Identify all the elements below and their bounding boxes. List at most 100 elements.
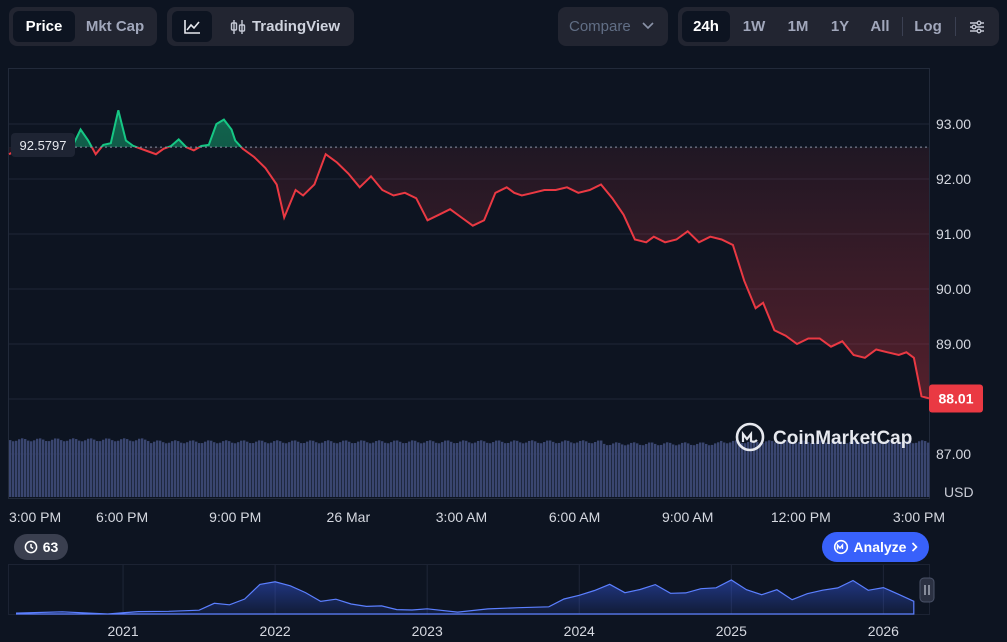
volume-bar	[480, 440, 483, 497]
volume-bar	[321, 442, 324, 497]
price-mktcap-toggle: Price Mkt Cap	[9, 7, 157, 46]
volume-bar	[18, 439, 21, 497]
history-badge[interactable]: 63	[14, 534, 68, 560]
volume-bar	[723, 442, 726, 497]
settings-button[interactable]	[961, 11, 993, 42]
volume-bar	[783, 440, 786, 497]
volume-bar	[399, 441, 402, 497]
volume-bar	[762, 442, 765, 497]
volume-bar	[726, 443, 729, 497]
volume-bar	[450, 441, 453, 497]
volume-bar	[606, 445, 609, 497]
volume-bar	[300, 443, 303, 497]
coinmarketcap-watermark: CoinMarketCap	[735, 422, 912, 452]
volume-bar	[603, 443, 606, 497]
volume-bar	[843, 442, 846, 497]
volume-bar	[471, 443, 474, 497]
volume-bar	[183, 443, 186, 497]
x-tick-label: 3:00 PM	[893, 509, 945, 525]
line-chart-icon	[183, 19, 201, 35]
volume-bar	[66, 440, 69, 497]
volume-bar	[141, 438, 144, 497]
volume-bar	[852, 440, 855, 497]
volume-bar	[339, 442, 342, 497]
volume-bar	[861, 443, 864, 497]
range-1y[interactable]: 1Y	[830, 18, 850, 35]
volume-bar	[552, 441, 555, 497]
volume-bar	[33, 440, 36, 497]
volume-bar	[687, 443, 690, 497]
volume-bar	[195, 441, 198, 497]
volume-bar	[225, 440, 228, 497]
volume-bar	[36, 438, 39, 497]
volume-bar	[504, 443, 507, 497]
volume-bar	[927, 442, 930, 497]
volume-bar	[405, 443, 408, 497]
range-divider	[902, 17, 903, 36]
volume-bar	[315, 442, 318, 497]
x-axis: 3:00 PM 6:00 PM 9:00 PM 26 Mar 3:00 AM 6:00 A…	[9, 509, 945, 525]
coinmarketcap-logo-icon	[735, 422, 765, 452]
volume-bar	[618, 442, 621, 497]
history-navigator[interactable]: 2021 2022 2023 2024 2025 2026	[8, 564, 935, 640]
range-all[interactable]: All	[870, 18, 890, 35]
volume-bar	[87, 438, 90, 497]
compare-label: Compare	[569, 18, 631, 35]
volume-bar	[264, 442, 267, 497]
volume-bar	[426, 441, 429, 497]
x-tick-label: 12:00 PM	[771, 509, 831, 525]
volume-bar	[636, 443, 639, 497]
volume-bar	[804, 440, 807, 497]
volume-bar	[378, 440, 381, 497]
volume-bar	[594, 441, 597, 497]
tab-price[interactable]: Price	[13, 11, 75, 42]
volume-bar	[570, 442, 573, 497]
range-1m[interactable]: 1M	[787, 18, 809, 35]
volume-bar	[597, 440, 600, 497]
volume-bar	[381, 441, 384, 497]
volume-bar	[84, 440, 87, 497]
volume-bar	[234, 443, 237, 497]
volume-bar	[882, 442, 885, 497]
volume-bar	[213, 442, 216, 497]
volume-bar	[69, 439, 72, 497]
volume-bar	[267, 443, 270, 497]
x-tick-label: 3:00 PM	[9, 509, 61, 525]
volume-bar	[813, 442, 816, 497]
volume-bar	[345, 440, 348, 497]
volume-bar	[573, 443, 576, 497]
volume-bar	[171, 441, 174, 497]
volume-bar	[732, 440, 735, 497]
volume-bar	[42, 439, 45, 497]
volume-bar	[306, 441, 309, 497]
tab-mkt-cap[interactable]: Mkt Cap	[85, 18, 145, 35]
volume-bar	[681, 442, 684, 497]
range-24h[interactable]: 24h	[682, 11, 730, 42]
volume-bar	[180, 442, 183, 497]
volume-bar	[429, 440, 432, 497]
range-1w[interactable]: 1W	[742, 18, 766, 35]
volume-bar	[894, 442, 897, 497]
volume-bar	[360, 440, 363, 497]
volume-bar	[432, 441, 435, 497]
volume-bar	[159, 440, 162, 497]
line-chart-button[interactable]	[172, 11, 212, 42]
tradingview-button[interactable]: TradingView	[225, 11, 345, 42]
volume-bar	[465, 440, 468, 497]
log-button[interactable]: Log	[914, 18, 942, 35]
volume-bar	[78, 440, 81, 497]
compare-dropdown[interactable]: Compare	[558, 7, 668, 46]
navigator-handle[interactable]	[919, 577, 935, 603]
volume-bar	[615, 442, 618, 497]
volume-bar	[591, 443, 594, 497]
volume-bar	[531, 440, 534, 497]
volume-bar	[123, 438, 126, 497]
volume-bar	[675, 445, 678, 497]
volume-bar	[774, 442, 777, 497]
chevron-right-icon	[911, 542, 919, 552]
volume-bar	[744, 443, 747, 497]
volume-bar	[561, 441, 564, 497]
volume-bar	[408, 441, 411, 497]
analyze-button[interactable]: Analyze	[822, 532, 929, 562]
